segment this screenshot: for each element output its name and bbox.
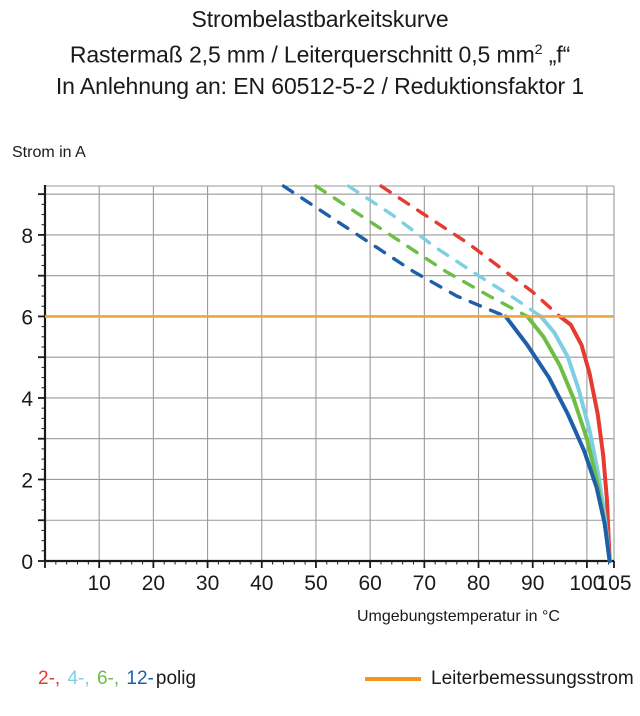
- x-tick-label: 60: [358, 572, 381, 595]
- y-tick-label: 8: [21, 225, 33, 248]
- series-solid-12-polig: [503, 314, 612, 563]
- x-axis-label: Umgebungstemperatur in °C: [357, 608, 560, 625]
- series-dashed-2-polig: [379, 184, 562, 319]
- legend-rated-current: Leiterbemessungsstrom: [365, 668, 634, 690]
- axis-lines-group: [43, 185, 614, 563]
- series-dashed-6-polig: [314, 184, 529, 319]
- legend-label-12-polig: 12-: [126, 668, 154, 689]
- legend-label-polig-suffix: polig: [155, 668, 197, 689]
- title-line-1: Strombelastbarkeitskurve: [191, 6, 449, 32]
- series-dashed-12-polig: [281, 184, 508, 319]
- chart-legend: 2-, 4-, 6-, 12- polig Leiterbemessungsstr…: [0, 668, 640, 702]
- title-line-3: In Anlehnung an: EN 60512-5-2 / Reduktio…: [55, 72, 585, 99]
- x-tick-label: 20: [142, 572, 165, 595]
- x-tick-label: 10: [88, 572, 111, 595]
- series-solid-2-polig: [557, 314, 612, 563]
- x-tick-label: 105: [596, 572, 631, 595]
- gridlines-group: [45, 185, 615, 561]
- x-tick-label: 40: [250, 572, 273, 595]
- y-tick-label: 6: [21, 306, 33, 329]
- title-line-2: Rastermaß 2,5 mm / Leiterquerschnitt 0,5…: [0, 35, 640, 71]
- legend-series-labels: 2-, 4-, 6-, 12- polig: [38, 668, 198, 690]
- y-tick-label: 0: [21, 551, 33, 574]
- legend-line-swatch-icon: [365, 677, 421, 681]
- axis-ticks-group: [38, 193, 615, 568]
- y-tick-label: 4: [21, 388, 33, 411]
- data-series-group: [45, 184, 614, 563]
- x-tick-label: 80: [467, 572, 490, 595]
- x-tick-label: 90: [521, 572, 544, 595]
- legend-label-4-polig: 4-,: [67, 668, 90, 689]
- legend-label-2-polig: 2-,: [38, 668, 61, 689]
- title-line-2-post: „f“: [542, 41, 571, 68]
- series-dashed-4-polig: [346, 184, 543, 319]
- title-line-2-pre: Rastermaß 2,5 mm / Leiterquerschnitt 0,5…: [69, 41, 535, 68]
- y-tick-label: 2: [21, 469, 33, 492]
- legend-rated-current-label: Leiterbemessungsstrom: [431, 668, 634, 689]
- x-tick-label: 100: [569, 572, 604, 595]
- x-tick-label: 70: [413, 572, 436, 595]
- y-axis-label: Strom in A: [12, 144, 86, 161]
- title-superscript: 2: [534, 42, 543, 58]
- chart-title-block: Strombelastbarkeitskurve Rastermaß 2,5 m…: [0, 4, 640, 102]
- legend-label-6-polig: 6-,: [96, 668, 120, 689]
- x-tick-label: 30: [196, 572, 219, 595]
- x-tick-label: 50: [304, 572, 327, 595]
